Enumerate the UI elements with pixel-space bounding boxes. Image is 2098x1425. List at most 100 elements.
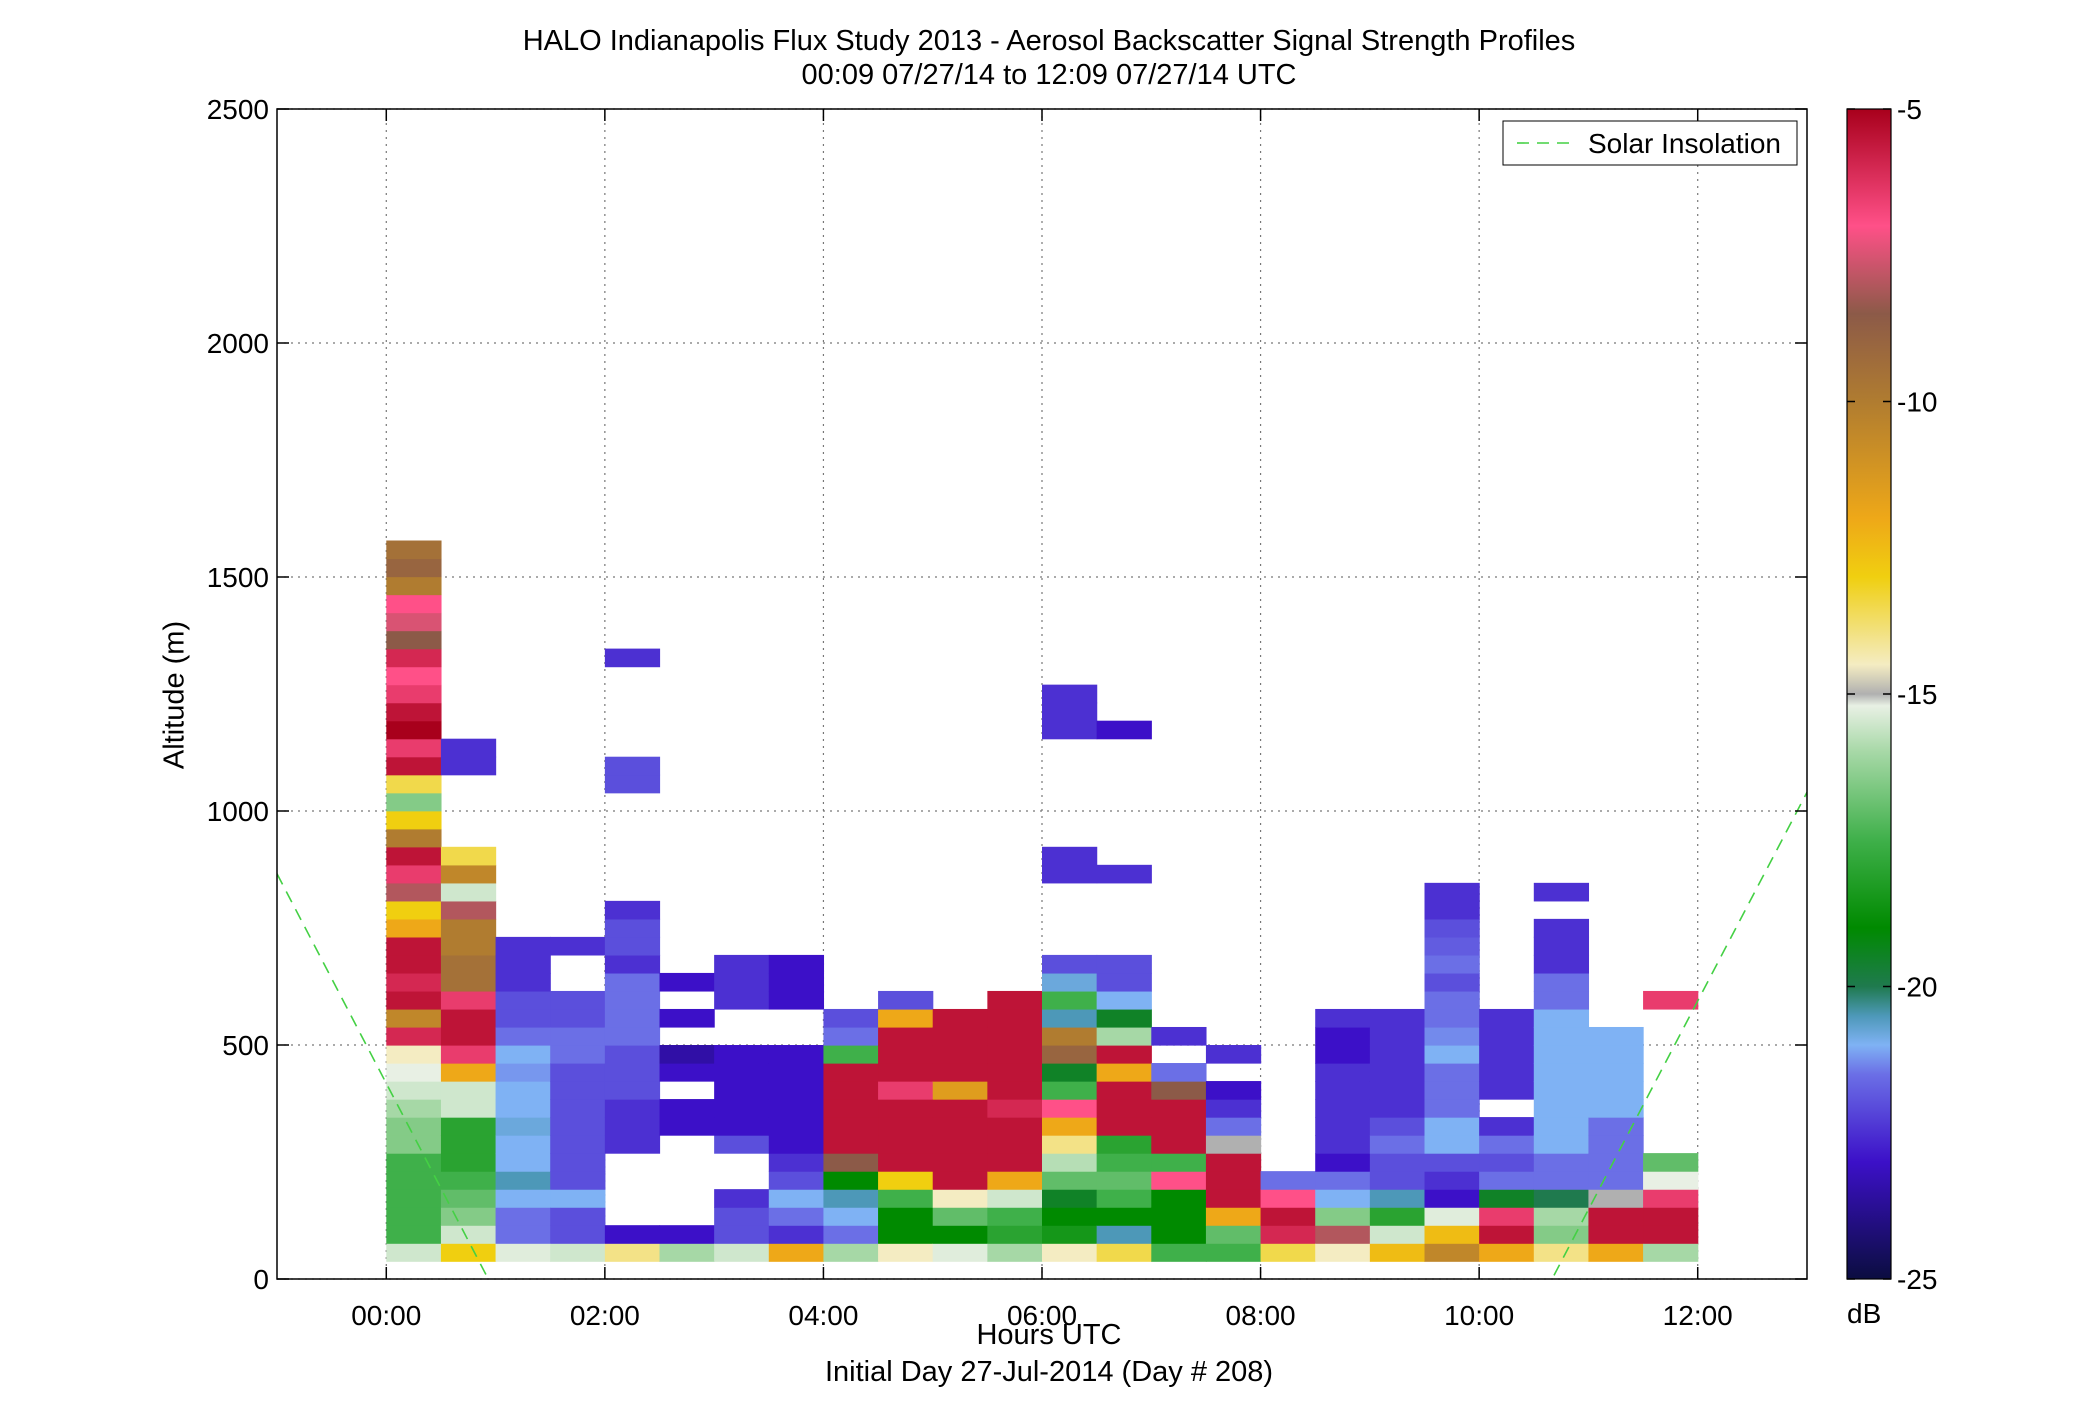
heatmap-cell [1042, 972, 1098, 992]
heatmap-cell [1151, 1153, 1207, 1172]
heatmap-cell [1042, 1063, 1098, 1082]
heatmap-cell [1424, 990, 1480, 1010]
heatmap-cell [1260, 1225, 1316, 1244]
x-tick-label: 10:00 [1444, 1300, 1514, 1331]
heatmap-cell [440, 918, 497, 938]
heatmap-cell [440, 1008, 497, 1028]
heatmap-cell [1369, 1008, 1426, 1028]
heatmap-cell [878, 1243, 934, 1262]
heatmap-cell [1096, 1081, 1152, 1100]
heatmap-cell [1369, 1063, 1426, 1082]
heatmap-cell [1096, 954, 1152, 974]
heatmap-cell [386, 1099, 442, 1118]
heatmap-cell [604, 774, 661, 794]
heatmap-cell [1260, 1171, 1316, 1190]
heatmap-cell [1205, 1243, 1262, 1262]
heatmap-cell [1315, 1026, 1371, 1046]
heatmap-cell [768, 1171, 825, 1190]
heatmap-cell [1096, 1243, 1152, 1262]
heatmap-cell [932, 1207, 988, 1226]
heatmap-cell [1588, 1225, 1644, 1244]
heatmap-cell [1369, 1026, 1426, 1046]
heatmap-cell [440, 1135, 497, 1154]
heatmap-cell [823, 1171, 879, 1190]
heatmap-cell [440, 1081, 497, 1100]
heatmap-cell [1479, 1117, 1535, 1136]
heatmap-cell [386, 1153, 442, 1172]
y-tick-label: 1500 [207, 562, 269, 593]
heatmap-cell [550, 990, 606, 1010]
heatmap-cell [386, 846, 442, 866]
heatmap-cell [440, 1099, 497, 1118]
heatmap-cell [386, 1026, 442, 1046]
heatmap-cell [768, 972, 825, 992]
heatmap-cell [823, 1225, 879, 1244]
heatmap-cell [1205, 1207, 1262, 1226]
heatmap-cell [1151, 1063, 1207, 1082]
heatmap-cell [1533, 1171, 1590, 1190]
heatmap-cells [386, 540, 1699, 1262]
heatmap-cell [386, 828, 442, 848]
heatmap-cell [604, 756, 661, 776]
heatmap-cell [1369, 1243, 1426, 1262]
heatmap-cell [386, 702, 442, 722]
heatmap-cell [714, 1045, 770, 1064]
heatmap-cell [1315, 1171, 1371, 1190]
heatmap-cell [1643, 1243, 1699, 1262]
heatmap-cell [932, 1243, 988, 1262]
heatmap-cell [495, 1008, 551, 1028]
heatmap-cell [1369, 1189, 1426, 1208]
heatmap-cell [440, 1026, 497, 1046]
x-tick-label: 06:00 [1007, 1300, 1077, 1331]
heatmap-cell [1588, 1117, 1644, 1136]
heatmap-cell [1424, 1063, 1480, 1082]
heatmap-cell [1533, 990, 1590, 1010]
heatmap-cell [987, 1225, 1043, 1244]
heatmap-cell [1479, 1243, 1535, 1262]
heatmap-cell [1315, 1045, 1371, 1064]
heatmap-cell [768, 990, 825, 1010]
heatmap-cell [1369, 1171, 1426, 1190]
heatmap-cell [440, 1153, 497, 1172]
heatmap-cell [1479, 1008, 1535, 1028]
heatmap-cell [550, 1207, 606, 1226]
heatmap-cell [1151, 1243, 1207, 1262]
colorbar-tick-label: -10 [1897, 387, 1937, 418]
heatmap-cell [604, 972, 661, 992]
heatmap-cell [659, 972, 715, 992]
heatmap-cell [1260, 1243, 1316, 1262]
x-axis-sublabel: Initial Day 27-Jul-2014 (Day # 208) [824, 1356, 1274, 1388]
heatmap-cell [440, 972, 497, 992]
heatmap-cell [604, 918, 661, 938]
heatmap-cell [386, 1243, 442, 1262]
heatmap-cell [495, 954, 551, 974]
heatmap-cell [1369, 1045, 1426, 1064]
axis-ticks: 00:00 02:00 04:00 06:00 08:00 10:00 12:00 0 500 1… [207, 94, 1807, 1331]
heatmap-cell [495, 1225, 551, 1244]
heatmap-cell [1643, 1171, 1699, 1190]
heatmap-cell [1096, 1225, 1152, 1244]
heatmap-cell [386, 630, 442, 650]
heatmap-cell [768, 1099, 825, 1118]
heatmap-cell [1588, 1189, 1644, 1208]
heatmap-cell [1260, 1207, 1316, 1226]
colorbar-tick-label: -5 [1897, 94, 1922, 125]
heatmap-cell [386, 1207, 442, 1226]
heatmap-cell [604, 648, 661, 668]
heatmap-cell [1424, 1117, 1480, 1136]
heatmap-cell [386, 684, 442, 704]
heatmap-cell [1424, 1171, 1480, 1190]
heatmap-cell [386, 1135, 442, 1154]
heatmap-cell [1096, 1171, 1152, 1190]
heatmap-cell [1533, 882, 1590, 902]
heatmap-cell [1042, 1099, 1098, 1118]
heatmap-cell [386, 1171, 442, 1190]
heatmap-cell [1151, 1026, 1207, 1046]
heatmap-cell [1205, 1045, 1262, 1064]
heatmap-cell [1643, 1207, 1699, 1226]
heatmap-cell [1424, 1081, 1480, 1100]
heatmap-cell [1042, 1207, 1098, 1226]
heatmap-cell [932, 1063, 988, 1082]
heatmap-cell [550, 1135, 606, 1154]
